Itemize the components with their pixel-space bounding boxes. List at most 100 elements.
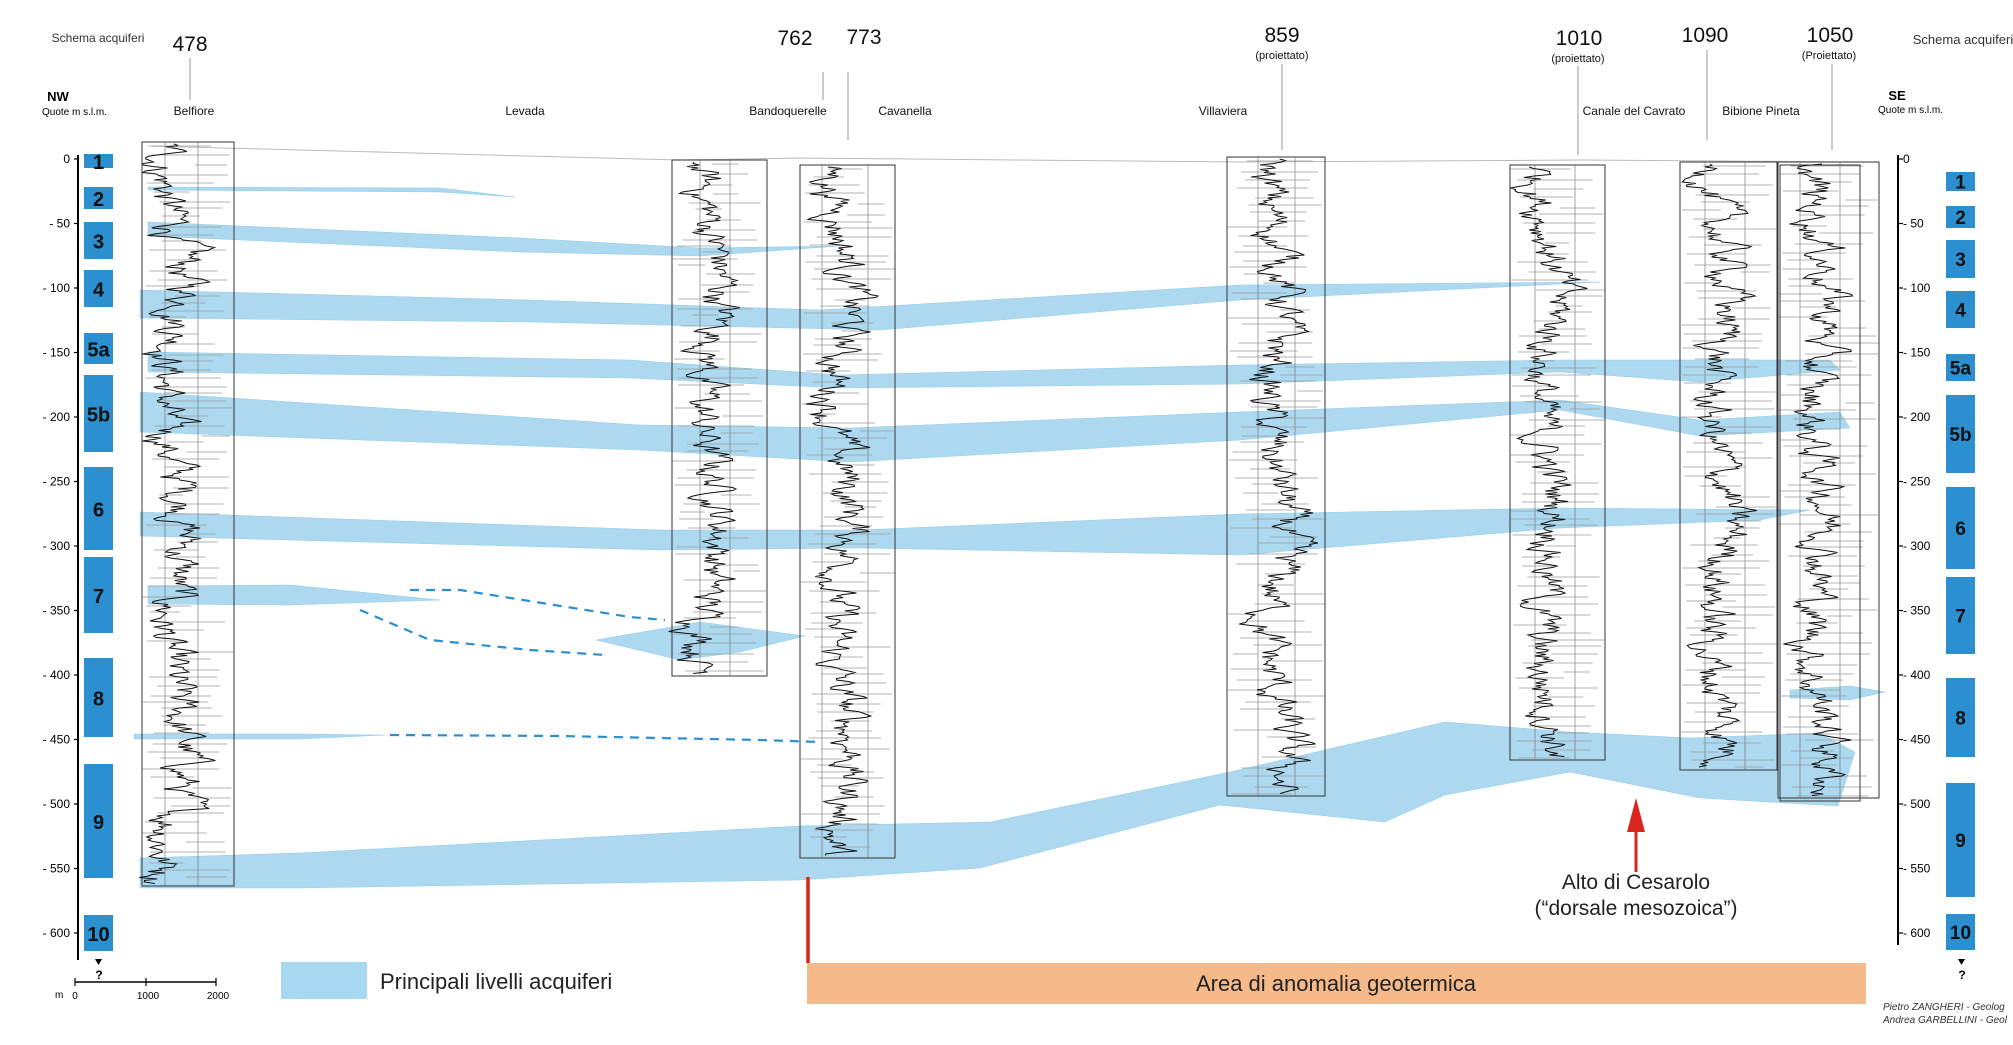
- aquifer-box-left-8: [84, 658, 113, 737]
- aquifer-box-left-7: [84, 557, 113, 633]
- legend-aquifer-label: Principali livelli acquiferi: [380, 969, 612, 994]
- left-axis-tick-label: - 600: [43, 926, 71, 940]
- aquifer-bands: [133, 186, 1886, 889]
- locality-cavanella: Cavanella: [878, 104, 932, 118]
- aquifer-band-9b: [139, 721, 1856, 889]
- aquifer-label-right-9: 9: [1955, 831, 1966, 852]
- left-axis-tick-label: 0: [63, 152, 70, 166]
- aquifer-label-right-8: 8: [1955, 709, 1966, 730]
- aquifer-box-left-3: [84, 222, 113, 259]
- left-axis-tick-label: - 250: [43, 475, 71, 489]
- right-axis-tick-label: - 450: [1903, 733, 1931, 747]
- aquifer-label-right-2: 2: [1955, 208, 1966, 229]
- aquifer-label-left-3: 3: [93, 232, 104, 254]
- aquifer-box-right-4: [1946, 291, 1975, 328]
- aquifer-label-right-6: 6: [1955, 519, 1966, 540]
- aquifer-box-right-2: [1946, 206, 1975, 228]
- aquifer-label-left-2: 2: [93, 189, 104, 211]
- aquifer-label-right-10: 10: [1950, 923, 1971, 944]
- well-id-478: 478: [172, 33, 207, 56]
- aquifer-label-left-7: 7: [93, 586, 104, 608]
- left-question-mark: ?: [95, 968, 102, 982]
- aquifer-box-left-5b: [84, 375, 113, 452]
- aquifer-label-right-3: 3: [1955, 250, 1966, 271]
- aquifer-label-left-8: 8: [93, 689, 104, 711]
- aquifer-label-left-5a: 5a: [87, 340, 110, 362]
- well-note-1010: (proiettato): [1551, 53, 1604, 65]
- well-id-762: 762: [777, 27, 812, 50]
- well-log-859: [1226, 156, 1326, 797]
- aquifer-band-7: [147, 584, 441, 606]
- left-depth-axis: 0 - 50 - 100 - 150 - 200 - 250 - 300 - 350 - 400…: [43, 152, 79, 960]
- left-axis-tick-label: - 50: [49, 217, 70, 231]
- left-axis-tick-label: - 350: [43, 604, 71, 618]
- right-axis-tick-label: - 350: [1903, 604, 1931, 618]
- aquifer-box-left-5a: [84, 333, 113, 364]
- locality-bandoquerelle: Bandoquerelle: [749, 104, 827, 118]
- inferred-connections: [359, 588, 821, 744]
- credits-line1: Pietro ZANGHERI - Geolog: [1883, 1002, 2005, 1013]
- nw-direction: NW: [47, 89, 69, 104]
- right-axis-tick-label: - 500: [1903, 797, 1931, 811]
- aquifer-schema-right: 1 2 3 4 5a 5b 6 7 8 9 10: [1946, 172, 1975, 965]
- well-log-762-773: [799, 164, 896, 859]
- resistivity-scale: m 0 1000 2000: [55, 978, 230, 1002]
- geothermal-anomaly-bar: [807, 963, 1866, 1004]
- aquifer-box-right-9: [1946, 783, 1975, 897]
- left-axis-tick-label: - 400: [43, 668, 71, 682]
- legend-aquifer-swatch: [281, 962, 367, 999]
- left-axis-tick-label: - 300: [43, 539, 71, 553]
- ground-line: [147, 145, 1861, 163]
- aquifer-box-right-3: [1946, 240, 1975, 278]
- red-arrow-head: [1627, 798, 1645, 832]
- right-axis-tick-label: - 50: [1903, 217, 1924, 231]
- geothermal-anomaly-label: Area di anomalia geotermica: [1196, 971, 1477, 996]
- aquifer-band-9a: [133, 733, 386, 740]
- right-axis-tick-label: 0: [1903, 152, 1910, 166]
- aquifer-box-right-6: [1946, 487, 1975, 569]
- locality-bibione-pineta: Bibione Pineta: [1722, 104, 1800, 118]
- well-note-1050: (Proiettato): [1802, 50, 1856, 62]
- scale-tick-2000: 2000: [207, 991, 230, 1002]
- aquifer-label-left-6: 6: [93, 500, 104, 522]
- legend: Principali livelli acquiferi: [281, 962, 612, 999]
- aquifer-box-right-7: [1946, 577, 1975, 654]
- right-axis-tick-label: - 600: [1903, 926, 1931, 940]
- right-axis-tick-label: - 200: [1903, 410, 1931, 424]
- well-log-1090: [1679, 161, 1778, 771]
- locality-levada: Levada: [505, 104, 545, 118]
- well-log-1010: [1509, 164, 1606, 761]
- cesarolo-label-line1: Alto di Cesarolo: [1562, 871, 1710, 894]
- aquifer-label-right-7: 7: [1955, 607, 1966, 628]
- left-axis-tick-label: - 200: [43, 410, 71, 424]
- se-direction: SE: [1888, 88, 1906, 103]
- cesarolo-high-annotation: Alto di Cesarolo (“dorsale mesozoica”): [1534, 798, 1738, 920]
- aquifer-band-6: [139, 507, 1811, 556]
- left-axis-tick-label: - 550: [43, 862, 71, 876]
- aquifer-label-right-1: 1: [1955, 173, 1966, 194]
- aquifer-box-left-1: [84, 154, 113, 168]
- locality-villaviera: Villaviera: [1199, 104, 1248, 118]
- aquifer-band-2: [147, 186, 516, 198]
- right-axis-tick-label: - 250: [1903, 475, 1931, 489]
- left-axis-tick-label: - 100: [43, 281, 71, 295]
- well-log-levada: [668, 159, 768, 677]
- scale-tick-0: 0: [72, 991, 78, 1002]
- aquifer-label-left-5b: 5b: [87, 405, 110, 427]
- aquifer-box-left-6: [84, 467, 113, 550]
- aquifer-box-left-9: [84, 764, 113, 878]
- right-axis-tick-label: - 400: [1903, 668, 1931, 682]
- well-id-1010: 1010: [1556, 27, 1603, 50]
- aquifer-box-right-10: [1946, 914, 1975, 950]
- dashed-connection-2: [359, 608, 606, 657]
- right-axis-tick-label: - 550: [1903, 862, 1931, 876]
- aquifer-label-right-5b: 5b: [1949, 425, 1971, 446]
- left-axis-tick-label: - 150: [43, 346, 71, 360]
- right-axis-tick-label: - 100: [1903, 281, 1931, 295]
- left-unit-label: Quote m s.l.m.: [42, 107, 107, 118]
- dashed-connection-1: [410, 588, 666, 622]
- well-id-1050: 1050: [1807, 24, 1854, 47]
- well-logs: [139, 141, 1880, 887]
- dashed-connection-3: [389, 733, 821, 744]
- left-down-arrow: [95, 959, 102, 965]
